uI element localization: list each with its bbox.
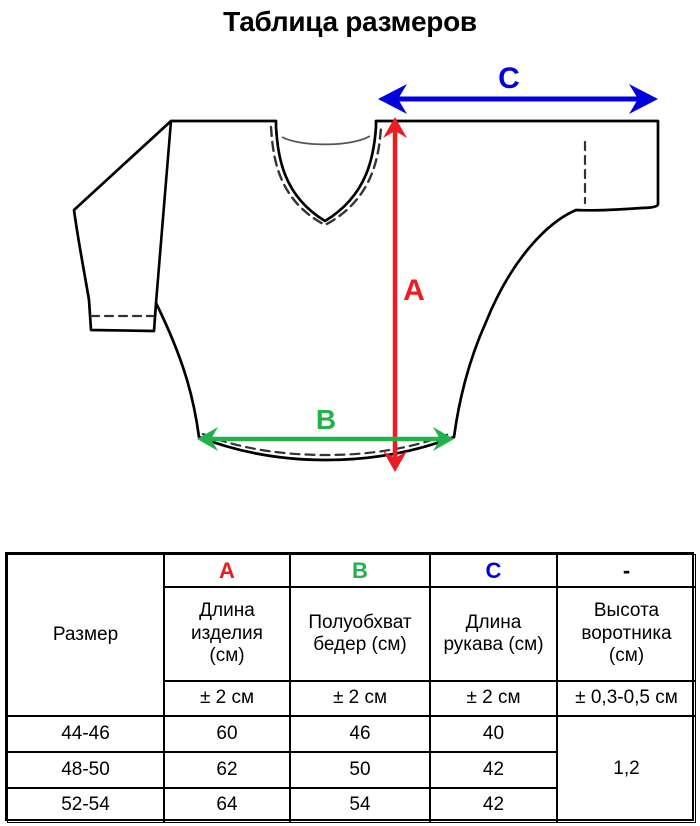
svg-text:C: C: [498, 62, 520, 95]
svg-text:A: A: [403, 274, 425, 307]
svg-text:B: B: [316, 404, 336, 435]
